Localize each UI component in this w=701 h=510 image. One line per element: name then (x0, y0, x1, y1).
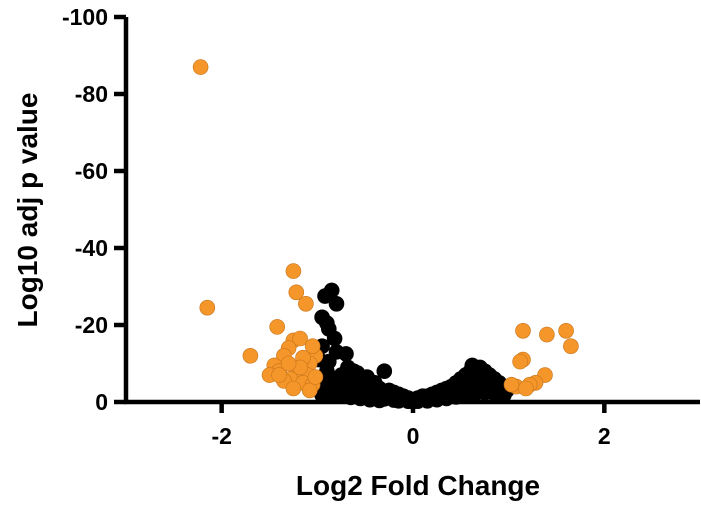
point-not-significant-2 (328, 295, 345, 312)
y-tick-label: -40 (75, 235, 108, 261)
point-significant-33 (563, 338, 579, 355)
point-significant-24 (285, 380, 302, 397)
point-significant-41 (503, 376, 520, 393)
y-tick-label: -80 (75, 81, 108, 107)
x-tick-label: 2 (598, 423, 611, 449)
point-significant-3 (285, 263, 302, 279)
y-axis-title: Log10 adj p value (12, 93, 43, 328)
point-significant-29 (280, 355, 297, 372)
point-significant-6 (298, 295, 314, 312)
point-not-significant-9 (338, 346, 354, 362)
y-tick-label: -60 (75, 158, 108, 184)
point-significant-0 (192, 59, 209, 75)
point-significant-5 (269, 319, 286, 335)
y-tick-label: 0 (95, 389, 108, 415)
point-significant-30 (515, 322, 531, 339)
point-significant-31 (539, 326, 555, 343)
y-tick-label: -100 (62, 4, 108, 30)
x-tick-label: 0 (407, 423, 420, 449)
axes (123, 17, 700, 405)
point-significant-4 (288, 284, 305, 301)
point-significant-35 (512, 353, 528, 370)
y-ticks: 0 -20 -40 -60 -80 -100 (62, 4, 126, 415)
point-significant-25 (301, 382, 318, 399)
point-significant-40 (518, 380, 534, 397)
y-tick-label: -20 (75, 312, 108, 338)
point-significant-2 (242, 347, 259, 364)
point-significant-28 (307, 369, 324, 385)
point-not-significant-1 (317, 288, 333, 304)
point-significant-1 (199, 299, 216, 316)
point-significant-8 (292, 330, 308, 347)
x-axis-title: Log2 Fold Change (296, 470, 540, 501)
point-significant-26 (271, 367, 287, 383)
point-significant-13 (304, 338, 321, 355)
data-points (192, 59, 579, 410)
point-not-significant-19 (376, 363, 393, 380)
x-ticks: -2 0 2 (211, 402, 611, 449)
point-significant-32 (558, 322, 574, 339)
x-tick-label: -2 (211, 423, 231, 449)
